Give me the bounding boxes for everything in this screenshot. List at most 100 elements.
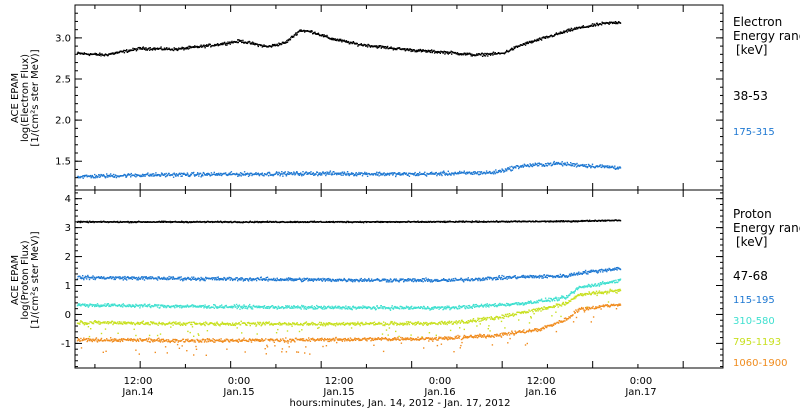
proton-point-310-580 [83,303,85,306]
electron-point-175-315 [571,164,574,167]
electron-point-38-53 [548,36,551,38]
proton-point-115-195 [568,275,570,277]
electron-point-175-315 [508,168,511,170]
proton-point-310-580 [237,306,239,308]
proton-point-310-580 [511,303,513,306]
electron-point-175-315 [302,174,305,176]
proton-point-795-1193 [110,322,112,324]
proton-point-310-580 [341,308,343,310]
proton-point-310-580 [94,305,96,308]
proton-point-310-580 [302,305,305,307]
proton-point-115-195 [136,279,138,281]
electron-point-38-53 [385,47,387,50]
electron-point-175-315 [570,162,572,164]
proton-point-115-195 [113,278,115,281]
proton-point-115-195 [419,280,421,282]
electron-point-38-53 [361,44,364,46]
proton-point-310-580 [229,306,231,309]
proton-point-795-1193 [91,321,93,324]
electron-point-175-315 [408,175,411,177]
proton-point-310-580 [433,306,435,308]
electron-point-38-53 [444,53,446,55]
electron-point-38-53 [221,42,223,44]
electron-point-38-53 [559,31,562,33]
proton-point-310-580 [530,300,532,302]
proton-point-310-580 [110,303,112,306]
proton-point-310-580 [419,307,421,309]
proton-point-795-1193 [81,321,83,323]
electron-point-175-315 [548,164,550,166]
proton-point-115-195 [312,279,314,281]
proton-point-795-1193 [146,322,148,324]
electron-point-38-53 [530,40,532,42]
proton-point-310-580 [84,303,86,305]
electron-point-175-315 [112,173,115,176]
proton-point-115-195 [502,278,504,280]
electron-point-175-315 [552,163,554,165]
electron-point-38-53 [207,45,209,47]
proton-point-47-68 [270,220,272,223]
proton-point-47-68 [162,221,164,223]
proton-point-310-580 [185,305,187,307]
proton-point-115-195 [447,280,449,282]
electron-point-38-53 [160,46,162,48]
electron-point-38-53 [94,52,96,55]
proton-point-310-580 [519,303,522,306]
electron-point-38-53 [128,49,130,51]
proton-point-310-580 [516,304,519,306]
electron-point-38-53 [431,51,433,54]
proton-point-310-580 [110,305,112,308]
proton-point-115-195 [426,279,428,281]
electron-point-175-315 [517,165,519,167]
electron-point-175-315 [306,172,309,174]
proton-point-115-195 [500,276,503,279]
proton-point-115-195 [446,280,448,283]
proton-point-115-195 [408,280,410,282]
electron-point-175-315 [317,173,320,176]
electron-point-38-53 [425,51,427,53]
electron-point-38-53 [591,23,594,25]
electron-point-38-53 [523,43,526,45]
proton-point-115-195 [334,279,337,281]
electron-point-38-53 [522,44,524,46]
electron-point-38-53 [220,43,222,45]
electron-point-175-315 [404,172,406,174]
proton-point-310-580 [430,308,432,311]
proton-point-795-1193 [88,322,90,325]
proton-point-310-580 [238,304,241,306]
electron-point-38-53 [330,37,332,40]
proton-point-310-580 [133,305,135,307]
proton-point-115-195 [546,274,548,276]
proton-point-115-195 [428,279,430,281]
electron-point-175-315 [310,171,312,173]
proton-point-47-68 [169,220,171,223]
electron-point-175-315 [364,171,366,174]
electron-point-175-315 [596,165,598,167]
proton-point-310-580 [522,304,524,306]
electron-point-175-315 [142,175,144,177]
proton-point-310-580 [604,282,607,285]
electron-point-175-315 [317,174,319,177]
electron-point-175-315 [220,172,222,175]
electron-point-38-53 [597,24,599,27]
electron-point-175-315 [365,172,368,174]
electron-point-38-53 [376,45,378,47]
proton-point-115-195 [219,278,221,280]
proton-point-115-195 [577,272,579,275]
proton-point-47-68 [86,220,88,223]
electron-point-175-315 [415,174,417,176]
proton-point-310-580 [210,307,212,309]
electron-point-38-53 [300,30,302,32]
electron-point-38-53 [299,29,301,31]
proton-point-115-195 [367,279,369,281]
proton-point-115-195 [604,268,607,270]
electron-point-175-315 [225,172,227,174]
proton-point-115-195 [123,276,125,278]
proton-point-310-580 [586,286,588,288]
electron-point-175-315 [395,174,397,176]
proton-point-47-68 [294,220,296,223]
proton-point-115-195 [322,277,324,280]
electron-point-38-53 [201,46,203,48]
proton-point-310-580 [365,306,367,308]
proton-point-310-580 [449,308,451,311]
